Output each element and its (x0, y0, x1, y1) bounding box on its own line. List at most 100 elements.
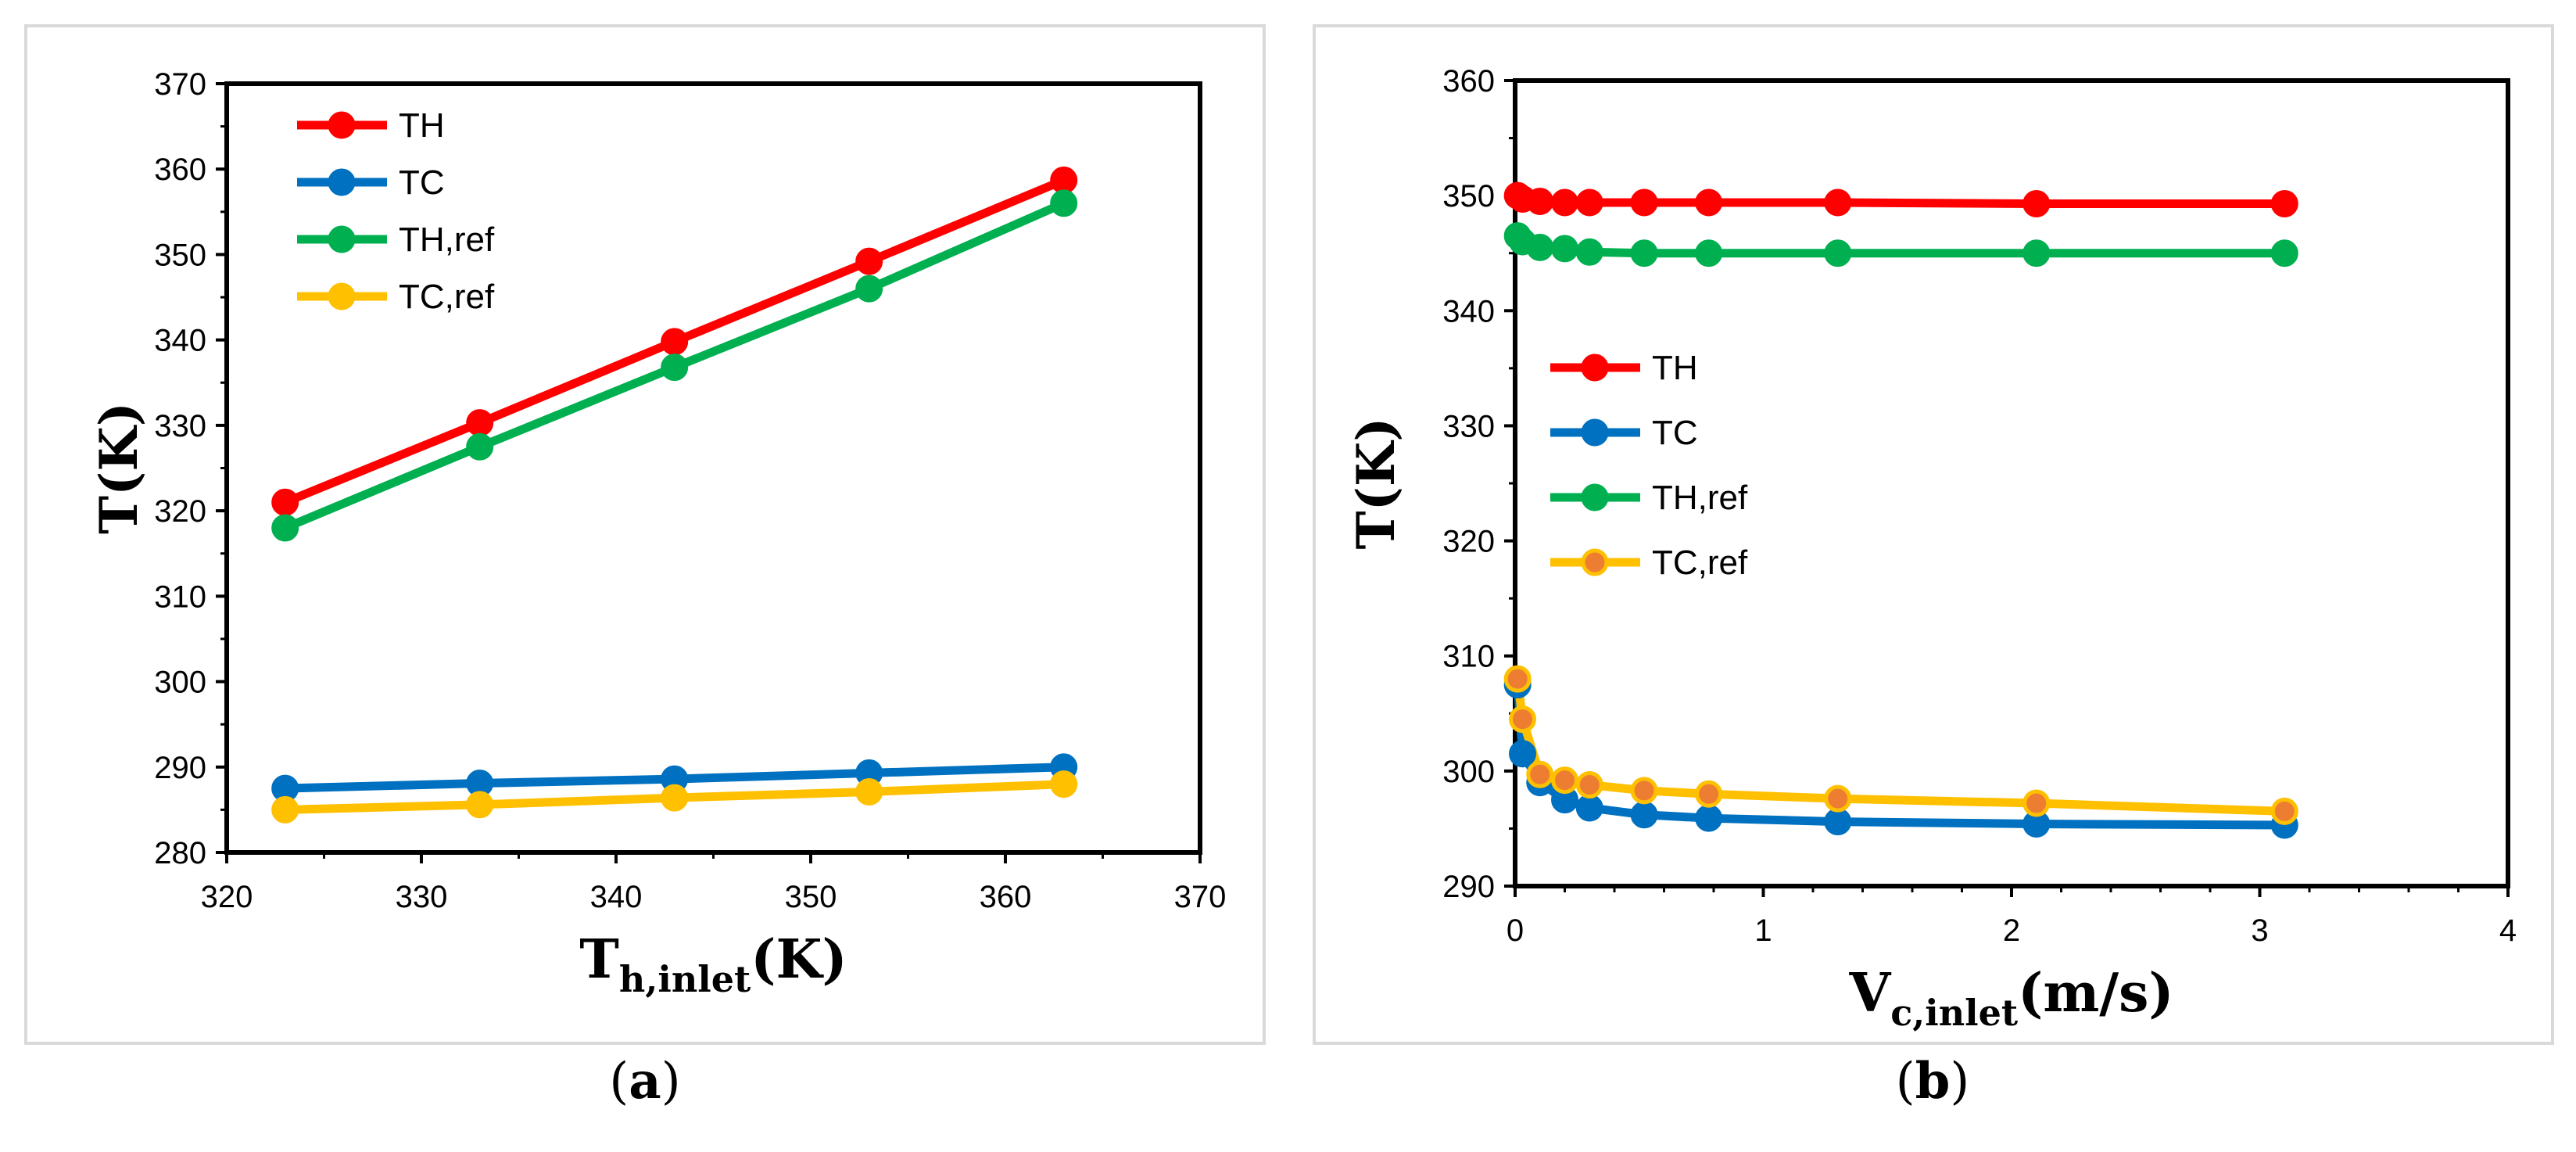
data-point-tc-ref (855, 777, 883, 806)
legend-swatch-marker (328, 225, 356, 253)
x-axis-label-subscript: c,inlet (1890, 992, 2019, 1034)
data-point-tc-ref (1050, 770, 1078, 799)
data-point-th-ref (2270, 239, 2298, 267)
legend-swatch-marker (1581, 418, 1609, 447)
legend-swatch-marker (1581, 353, 1609, 382)
data-point-tc (1575, 794, 1603, 822)
x-axis-label-main: T (579, 928, 619, 991)
legend-swatch-marker (328, 282, 356, 310)
y-axis-label: T(K) (88, 402, 149, 534)
caption-b: (b) (1895, 1052, 1970, 1111)
y-tick-label: 280 (154, 836, 206, 870)
x-axis-label: Vc,inlet(m/s) (1848, 962, 2173, 1034)
data-point-tc-ref (2270, 797, 2298, 825)
caption-a: (a) (609, 1052, 681, 1111)
data-point-th-ref (2022, 239, 2051, 267)
y-tick-label: 330 (1442, 409, 1495, 443)
data-point-th (855, 247, 883, 275)
data-point-th (466, 409, 494, 437)
data-point-th-ref (1526, 233, 1554, 261)
data-point-th (1630, 188, 1658, 217)
y-tick-label: 330 (154, 409, 206, 443)
legend-swatch-marker (1581, 483, 1609, 511)
x-axis-label-unit: (K) (751, 928, 847, 991)
data-point-tc (1630, 801, 1658, 829)
y-tick-label: 300 (154, 666, 206, 700)
y-tick-label: 360 (1442, 64, 1495, 99)
data-point-tc-ref (661, 784, 689, 812)
legend-label: TC,ref (399, 278, 495, 316)
data-point-tc (1695, 804, 1723, 832)
data-point-th (1695, 188, 1723, 217)
data-point-th (1526, 188, 1554, 215)
data-point-tc-ref (2022, 789, 2051, 817)
legend-label: TH (399, 106, 445, 145)
y-tick-label: 310 (1442, 640, 1495, 674)
x-tick-label: 0 (1507, 913, 1524, 948)
data-point-th (2270, 189, 2298, 217)
legend-label: TH,ref (1652, 479, 1748, 517)
x-tick-label: 2 (2003, 913, 2020, 948)
y-tick-label: 340 (1442, 294, 1495, 328)
y-tick-label: 340 (154, 324, 206, 358)
data-point-tc (1509, 740, 1537, 768)
x-axis-label-main: V (1848, 962, 1891, 1025)
legend-label: TH,ref (399, 221, 495, 259)
data-point-th (1050, 166, 1078, 194)
data-point-tc-ref (1509, 705, 1537, 734)
chart-panel-a: 280 290 300 310 320 330 340 350 360 370 320 330 340 3… (24, 24, 1266, 1045)
x-axis-label-unit: (m/s) (2018, 962, 2173, 1025)
x-tick-label: 370 (1174, 880, 1227, 914)
y-tick-label: 370 (154, 67, 206, 102)
x-tick-label: 3 (2251, 913, 2268, 948)
y-tick-label: 350 (154, 238, 206, 272)
data-point-th-ref (1630, 239, 1658, 267)
chart-a: 280 290 300 310 320 330 340 350 360 370 320 330 340 3… (88, 67, 1227, 1000)
data-point-th (271, 488, 299, 516)
data-point-tc-ref (1503, 665, 1532, 693)
x-tick-label: 340 (590, 880, 643, 914)
y-axis-label: T(K) (1345, 418, 1406, 550)
y-tick-label: 350 (1442, 179, 1495, 214)
x-axis-label: Th,inlet(K) (579, 928, 847, 1000)
data-point-tc-ref (1630, 777, 1658, 805)
data-point-th (1551, 188, 1578, 217)
legend-label: TH (1652, 349, 1698, 387)
y-tick-label: 290 (1442, 870, 1495, 904)
chart-b: 290 300 310 320 330 340 350 360 0 1 2 3 4 T(K) Vc,inle… (1345, 64, 2517, 1034)
data-point-tc-ref (1575, 771, 1603, 799)
data-point-th-ref (1551, 235, 1578, 263)
y-tick-label: 290 (154, 751, 206, 785)
data-point-th-ref (1695, 239, 1723, 267)
legend-swatch-marker (328, 111, 356, 139)
legend-swatch-marker (328, 168, 356, 196)
legend-label: TC,ref (1652, 544, 1748, 582)
data-point-th-ref (466, 432, 494, 461)
data-point-tc-ref (1526, 760, 1554, 788)
data-point-tc-ref (466, 791, 494, 819)
legend-swatch-marker (1581, 548, 1609, 576)
y-tick-label: 310 (154, 580, 206, 614)
data-point-th-ref (1824, 239, 1852, 267)
data-point-th-ref (1050, 189, 1078, 217)
data-point-th (2022, 189, 2051, 217)
legend-label: TC (399, 163, 445, 202)
y-tick-label: 320 (1442, 525, 1495, 559)
data-point-tc-ref (1695, 780, 1723, 808)
data-point-th (1575, 188, 1603, 217)
y-tick-label: 320 (154, 494, 206, 529)
data-point-tc-ref (1824, 784, 1852, 813)
data-point-tc-ref (271, 795, 299, 824)
x-tick-label: 350 (785, 880, 837, 914)
legend-label: TC (1652, 414, 1698, 452)
x-tick-label: 1 (1754, 913, 1772, 948)
data-point-th-ref (1575, 238, 1603, 266)
data-point-th (1824, 188, 1852, 217)
chart-panel-b: 290 300 310 320 330 340 350 360 0 1 2 3 4 T(K) Vc,inle… (1313, 24, 2554, 1045)
data-point-tc (1824, 808, 1852, 836)
data-point-th-ref (271, 514, 299, 542)
data-point-th-ref (855, 275, 883, 303)
data-point-th (661, 328, 689, 356)
x-tick-label: 4 (2499, 913, 2517, 948)
x-tick-label: 360 (980, 880, 1032, 914)
